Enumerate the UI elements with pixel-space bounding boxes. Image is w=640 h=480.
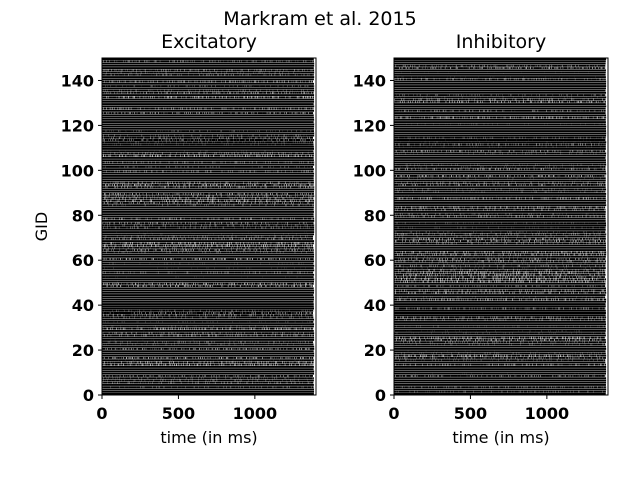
panel-1: Inhibitory 0 20 40 60 80 100 120 140 0 500 1000 time… <box>353 31 609 447</box>
panel-title: Inhibitory <box>456 31 546 53</box>
figure-suptitle: Markram et al. 2015 <box>223 8 416 30</box>
y-tick-label: 100 <box>353 161 386 180</box>
y-tick-label: 20 <box>72 341 94 360</box>
x-tick-label: 1000 <box>525 404 570 423</box>
x-axis-label: time (in ms) <box>160 428 257 447</box>
y-tick-label: 40 <box>72 296 94 315</box>
y-axis-label: GID <box>32 212 51 241</box>
x-tick-label: 0 <box>388 404 399 423</box>
y-tick-label: 80 <box>364 206 386 225</box>
raster-spikes <box>393 58 607 395</box>
y-tick-label: 140 <box>61 71 94 90</box>
y-tick-label: 80 <box>72 206 94 225</box>
spike-trains <box>101 58 315 395</box>
x-tick-label: 0 <box>96 404 107 423</box>
y-tick-label: 60 <box>364 251 386 270</box>
y-tick-label: 120 <box>61 116 94 135</box>
panel-0: Excitatory 0 20 40 60 80 100 120 140 0 500 1000 time… <box>32 31 317 447</box>
x-tick-label: 500 <box>162 404 195 423</box>
axes-frame <box>393 57 609 396</box>
raster-spikes <box>101 58 315 395</box>
x-axis-label: time (in ms) <box>452 428 549 447</box>
x-tick-label: 1000 <box>233 404 278 423</box>
y-tick-label: 60 <box>72 251 94 270</box>
y-tick-label: 0 <box>83 386 94 405</box>
x-tick-label: 500 <box>454 404 487 423</box>
y-tick-label: 120 <box>353 116 386 135</box>
y-tick-label: 20 <box>364 341 386 360</box>
panel-title: Excitatory <box>161 31 257 53</box>
y-tick-label: 140 <box>353 71 386 90</box>
y-tick-label: 100 <box>61 161 94 180</box>
axes-frame <box>101 57 317 396</box>
y-tick-label: 40 <box>364 296 386 315</box>
spike-trains <box>393 58 607 395</box>
y-tick-label: 0 <box>375 386 386 405</box>
